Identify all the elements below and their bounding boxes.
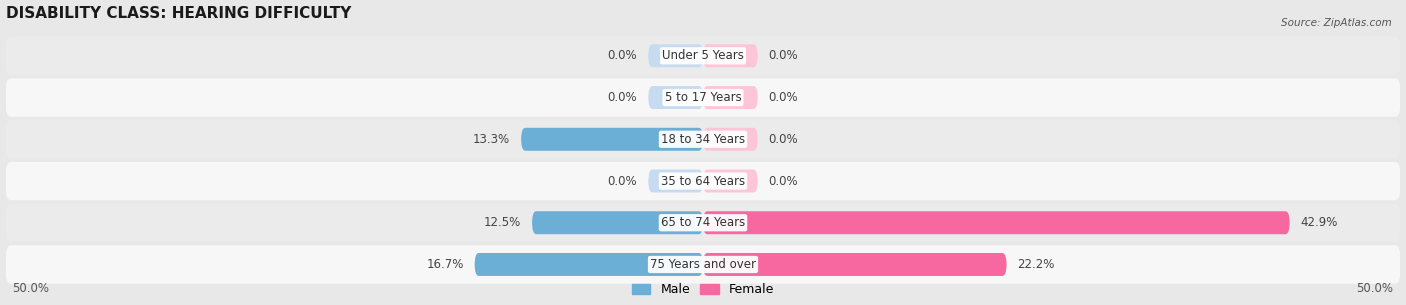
FancyBboxPatch shape (475, 253, 703, 276)
FancyBboxPatch shape (703, 128, 758, 151)
FancyBboxPatch shape (648, 44, 703, 67)
Text: 0.0%: 0.0% (607, 91, 637, 104)
Text: Source: ZipAtlas.com: Source: ZipAtlas.com (1281, 18, 1392, 28)
Text: 0.0%: 0.0% (769, 133, 799, 146)
FancyBboxPatch shape (531, 211, 703, 234)
Text: 42.9%: 42.9% (1301, 216, 1339, 229)
FancyBboxPatch shape (703, 170, 758, 192)
Text: 5 to 17 Years: 5 to 17 Years (665, 91, 741, 104)
Text: 65 to 74 Years: 65 to 74 Years (661, 216, 745, 229)
Text: 50.0%: 50.0% (13, 282, 49, 295)
Text: 50.0%: 50.0% (1357, 282, 1393, 295)
Text: 0.0%: 0.0% (769, 174, 799, 188)
Text: 0.0%: 0.0% (769, 91, 799, 104)
FancyBboxPatch shape (6, 245, 1400, 284)
Text: 35 to 64 Years: 35 to 64 Years (661, 174, 745, 188)
Text: 75 Years and over: 75 Years and over (650, 258, 756, 271)
FancyBboxPatch shape (6, 37, 1400, 75)
Text: DISABILITY CLASS: HEARING DIFFICULTY: DISABILITY CLASS: HEARING DIFFICULTY (6, 5, 352, 20)
FancyBboxPatch shape (703, 86, 758, 109)
Legend: Male, Female: Male, Female (627, 278, 779, 301)
Text: 22.2%: 22.2% (1018, 258, 1054, 271)
Text: Under 5 Years: Under 5 Years (662, 49, 744, 62)
FancyBboxPatch shape (648, 86, 703, 109)
FancyBboxPatch shape (648, 170, 703, 192)
FancyBboxPatch shape (6, 78, 1400, 117)
Text: 0.0%: 0.0% (769, 49, 799, 62)
FancyBboxPatch shape (6, 162, 1400, 200)
FancyBboxPatch shape (6, 203, 1400, 242)
Text: 0.0%: 0.0% (607, 49, 637, 62)
FancyBboxPatch shape (6, 120, 1400, 159)
FancyBboxPatch shape (703, 253, 1007, 276)
Text: 0.0%: 0.0% (607, 174, 637, 188)
Text: 13.3%: 13.3% (472, 133, 510, 146)
Text: 12.5%: 12.5% (484, 216, 522, 229)
FancyBboxPatch shape (522, 128, 703, 151)
FancyBboxPatch shape (703, 211, 1289, 234)
Text: 18 to 34 Years: 18 to 34 Years (661, 133, 745, 146)
Text: 16.7%: 16.7% (426, 258, 464, 271)
FancyBboxPatch shape (703, 44, 758, 67)
